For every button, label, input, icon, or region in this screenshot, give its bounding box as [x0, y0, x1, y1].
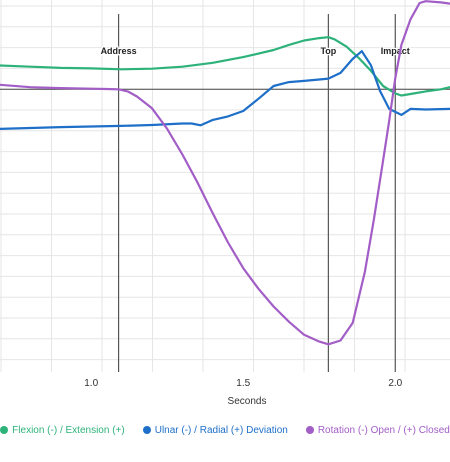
x-tick-label: 2.0 — [388, 378, 402, 389]
marker-label-impact: Impact — [381, 46, 410, 56]
legend: Flexion (-) / Extension (+) Ulnar (-) / R… — [0, 420, 450, 440]
series-lines — [0, 0, 450, 346]
x-axis-ticks: 1.0 1.5 2.0 — [84, 378, 402, 389]
legend-label: Ulnar (-) / Radial (+) Deviation — [154, 424, 288, 436]
x-axis-label: Seconds — [228, 396, 267, 407]
legend-item-3[interactable]: Rotation (-) Open / (+) Closed — [305, 424, 450, 436]
legend-marker-dot — [305, 426, 314, 434]
legend-label: Flexion (-) / Extension (+) — [12, 424, 125, 436]
legend-item-1[interactable]: Flexion (-) / Extension (+) — [0, 425, 125, 436]
event-markers: Address Top Impact — [99, 14, 411, 372]
marker-label-top: Top — [320, 46, 336, 56]
legend-marker-dot — [142, 426, 151, 434]
series-line-1 — [0, 36, 450, 97]
legend-item-2[interactable]: Ulnar (-) / Radial (+) Deviation — [142, 424, 288, 436]
x-tick-label: 1.0 — [84, 378, 98, 389]
series-line-3 — [0, 0, 450, 346]
legend-label: Rotation (-) Open / (+) Closed — [317, 424, 450, 436]
legend-marker-dot — [0, 426, 9, 434]
series-line-2 — [0, 50, 450, 130]
marker-label-address: Address — [101, 46, 137, 56]
x-tick-label: 1.5 — [236, 378, 250, 389]
